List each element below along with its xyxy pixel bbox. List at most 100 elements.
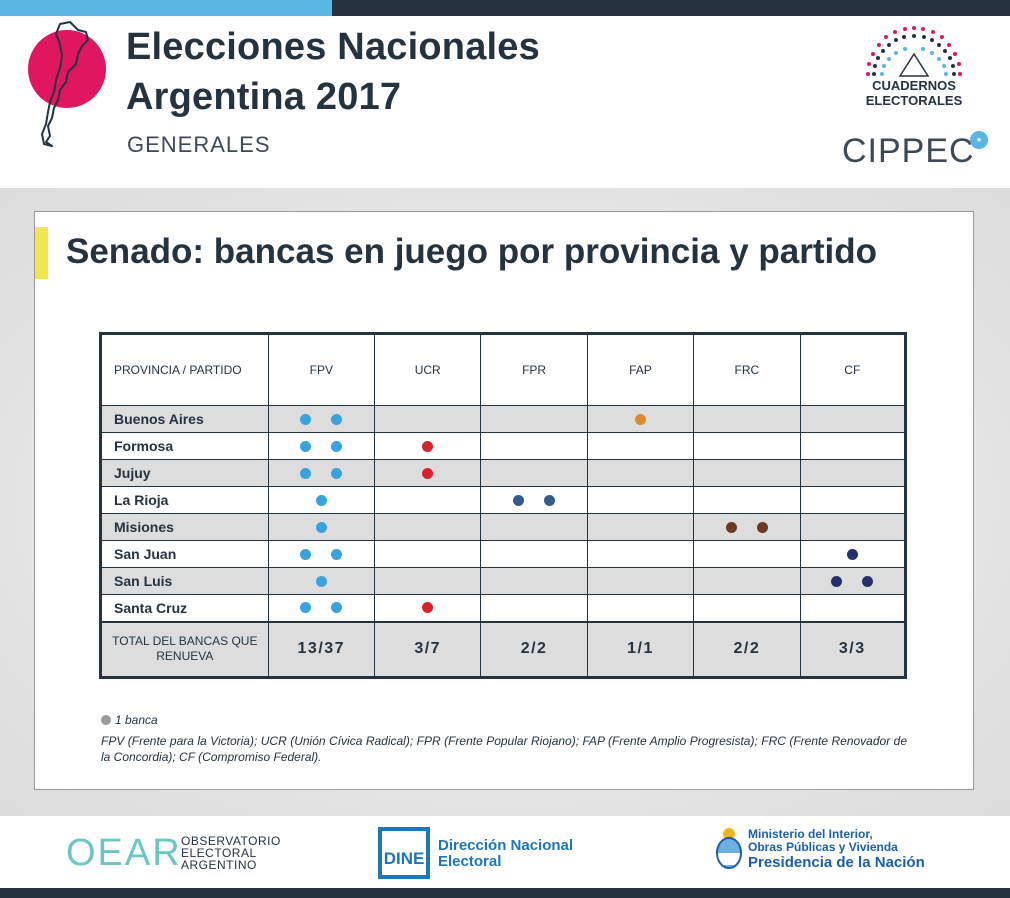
seat-dots (481, 494, 586, 506)
seat-dots (269, 548, 374, 560)
top-color-bar (0, 0, 1010, 16)
seat-cell (693, 459, 801, 487)
seat-cell (373, 459, 482, 487)
legend-dot-icon (101, 715, 111, 725)
seat-cell (480, 540, 588, 568)
total-value-fap: 1/1 (627, 640, 654, 658)
seat-dot-fpv (300, 440, 312, 452)
seat-cell (586, 459, 695, 487)
seat-dot-fpv (331, 467, 343, 479)
total-cell: 2/2 (480, 620, 588, 678)
table-row: Formosa (100, 432, 907, 460)
seat-cell (799, 540, 907, 568)
total-value-frc: 2/2 (733, 640, 761, 658)
seat-cell (799, 594, 907, 622)
top-bar-dark-segment (332, 0, 1010, 16)
seat-dot-cf (831, 575, 843, 587)
total-cell: 3/3 (799, 620, 907, 678)
total-value-fpr: 2/2 (520, 640, 548, 658)
seat-dots (269, 602, 374, 614)
seat-cell (693, 513, 801, 541)
seat-cell (373, 567, 482, 595)
seat-cell (480, 567, 588, 595)
seat-cell (586, 540, 695, 568)
province-name: Misiones (100, 513, 269, 541)
header-party-fpr: FPR (480, 333, 588, 406)
argentina-map-icon (41, 21, 89, 147)
title-accent-bar (35, 227, 48, 279)
seats-table: PROVINCIA / PARTIDO FPV UCR FPR FAP FRC CF Bu… (99, 332, 907, 679)
page-title-line2: Argentina 2017 (126, 76, 402, 118)
ministry-line2: Obras Públicas y Vivienda (748, 840, 898, 854)
seat-dot-fpv (331, 602, 343, 614)
seat-dot-fap (634, 413, 646, 425)
seat-dots (694, 521, 799, 533)
seat-dot-fpr (544, 494, 556, 506)
ministry-line3: Presidencia de la Nación (748, 854, 925, 871)
seat-dot-cf (862, 575, 874, 587)
province-name: Santa Cruz (100, 594, 269, 622)
ministry-line1: Ministerio del Interior, (748, 827, 873, 841)
seat-cell (373, 513, 482, 541)
total-label-cell: TOTAL DEL BANCAS QUE RENUEVA (100, 620, 269, 678)
seat-cell (267, 459, 376, 487)
seat-dots (269, 440, 374, 452)
dine-line1: Dirección Nacional (438, 837, 574, 854)
table-row: San Juan (100, 540, 907, 568)
province-name: La Rioja (100, 486, 269, 514)
seat-cell (586, 486, 695, 514)
legend-label: 1 banca (115, 713, 158, 727)
seat-cell (267, 405, 376, 433)
seat-dot-ucr (422, 467, 434, 479)
seat-cell (586, 405, 695, 433)
cuadernos-electorales-logo: CUADERNOS ELECTORALES (865, 78, 963, 108)
province-name: Formosa (100, 432, 269, 460)
table-row: Jujuy (100, 459, 907, 487)
cippec-badge-icon: ● (970, 131, 988, 149)
seat-cell (267, 594, 376, 622)
oear-sub-line: ELECTORAL (181, 846, 257, 860)
seat-cell (267, 432, 376, 460)
card-title: Senado: bancas en juego por provincia y … (66, 232, 877, 271)
dine-line2: Electoral (438, 853, 502, 870)
total-cell: 13/37 (267, 620, 376, 678)
province-name: Buenos Aires (100, 405, 269, 433)
header-party-ucr: UCR (373, 333, 482, 406)
dine-name: Dirección Nacional Electoral (438, 838, 573, 870)
seat-cell (267, 540, 376, 568)
seat-dots (375, 440, 480, 452)
total-value-ucr: 3/7 (414, 640, 442, 658)
bottom-color-bar (0, 888, 1010, 898)
seat-cell (693, 594, 801, 622)
seat-cell (373, 594, 482, 622)
province-name: San Luis (100, 567, 269, 595)
seat-dot-cf (846, 548, 858, 560)
seat-cell (799, 567, 907, 595)
table-row: Misiones (100, 513, 907, 541)
seat-dots (801, 575, 904, 587)
legend: 1 banca (101, 713, 158, 727)
seat-cell (586, 513, 695, 541)
seat-cell (586, 432, 695, 460)
header-party-cf: CF (799, 333, 907, 406)
seat-dot-fpv (300, 413, 312, 425)
total-value-fpv: 13/37 (297, 640, 346, 658)
total-cell: 1/1 (586, 620, 695, 678)
seat-dot-fpv (331, 413, 343, 425)
province-name: Jujuy (100, 459, 269, 487)
table-row: Buenos Aires (100, 405, 907, 433)
table-row: San Luis (100, 567, 907, 595)
seat-dot-ucr (422, 602, 434, 614)
oear-subtitle: OBSERVATORIO ELECTORAL ARGENTINO (181, 835, 281, 871)
seat-dots (375, 602, 480, 614)
seat-cell (799, 405, 907, 433)
province-name: San Juan (100, 540, 269, 568)
parliament-arc-icon (866, 26, 962, 77)
header-party-fap: FAP (586, 333, 695, 406)
seat-cell (373, 486, 482, 514)
seat-cell (693, 405, 801, 433)
seat-dots (269, 494, 374, 506)
seat-cell (373, 405, 482, 433)
header-party-fpv: FPV (267, 333, 376, 406)
seat-dots (375, 467, 480, 479)
